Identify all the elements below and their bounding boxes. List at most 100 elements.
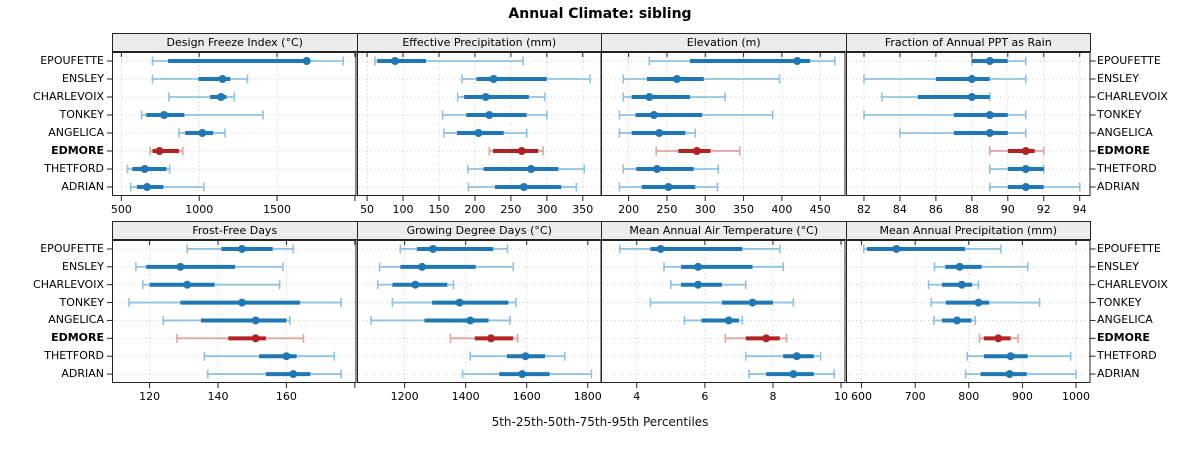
station-label-right-edmore: EDMORE	[1097, 144, 1150, 157]
station-label-right-tonkey: TONKEY	[1097, 295, 1142, 309]
median-dot-adrian-mean-annual-precipitation-mm	[1005, 370, 1014, 379]
median-dot-adrian-frost-free-days	[289, 370, 298, 379]
tick-label-growing-degree-days-c: 1200	[390, 390, 418, 403]
tick-label-mean-annual-precipitation-mm: 900	[1011, 390, 1032, 403]
tick-label-effective-precipitation-mm: 250	[500, 203, 521, 216]
median-dot-tonkey-effective-precipitation-mm	[484, 111, 493, 119]
chart-title: Annual Climate: sibling	[508, 6, 692, 22]
station-label-left-adrian: ADRIAN	[61, 180, 104, 193]
median-dot-edmore-effective-precipitation-mm	[517, 147, 526, 155]
median-dot-edmore-frost-free-days	[251, 334, 260, 343]
station-label-right-adrian: ADRIAN	[1097, 180, 1140, 193]
panel-mean-annual-air-temperature-c: 4 6 8 10	[601, 240, 848, 403]
panel-design-freeze-index-c: 500 1000 1500	[107, 52, 357, 216]
tick-label-fraction-of-annual-ppt-as-rain: 92	[1036, 203, 1050, 216]
tick-label-growing-degree-days-c: 1600	[512, 390, 540, 403]
tick-label-fraction-of-annual-ppt-as-rain: 94	[1072, 203, 1086, 216]
median-dot-ensley-mean-annual-precipitation-mm	[955, 262, 964, 271]
median-dot-ensley-elevation-m	[672, 75, 681, 83]
station-label-right-epoufette: EPOUFETTE	[1097, 241, 1161, 255]
station-label-left-angelica: ANGELICA	[48, 313, 104, 327]
median-dot-thetford-fraction-of-annual-ppt-as-rain	[1021, 165, 1030, 173]
station-label-left-adrian: ADRIAN	[61, 367, 104, 381]
station-label-right-edmore: EDMORE	[1097, 331, 1150, 345]
tick-label-frost-free-days: 140	[208, 390, 229, 403]
tick-label-elevation-m: 250	[656, 203, 677, 216]
median-dot-tonkey-frost-free-days	[237, 298, 246, 307]
median-dot-ensley-frost-free-days	[176, 262, 185, 271]
median-dot-adrian-fraction-of-annual-ppt-as-rain	[1021, 183, 1030, 191]
tick-label-effective-precipitation-mm: 350	[572, 203, 593, 216]
tick-label-design-freeze-index-c: 1500	[263, 203, 291, 216]
median-dot-angelica-frost-free-days	[251, 316, 260, 325]
panel-fraction-of-annual-ppt-as-rain: 82 84 86 88 90 92 94	[845, 52, 1095, 216]
median-dot-thetford-growing-degree-days-c	[520, 352, 529, 361]
station-label-left-charlevoix: CHARLEVOIX	[33, 90, 104, 103]
tick-label-elevation-m: 200	[618, 203, 639, 216]
median-dot-angelica-elevation-m	[655, 129, 664, 137]
station-label-left-tonkey: TONKEY	[59, 108, 105, 121]
station-label-right-ensley: ENSLEY	[1097, 259, 1139, 273]
median-dot-thetford-mean-annual-precipitation-mm	[1006, 352, 1015, 361]
median-dot-edmore-fraction-of-annual-ppt-as-rain	[1021, 147, 1030, 155]
station-label-right-adrian: ADRIAN	[1097, 367, 1140, 381]
tick-label-mean-annual-precipitation-mm: 600	[851, 390, 872, 403]
tick-label-elevation-m: 350	[733, 203, 754, 216]
station-label-right-ensley: ENSLEY	[1097, 72, 1139, 85]
median-dot-angelica-mean-annual-precipitation-mm	[952, 316, 961, 325]
median-dot-thetford-design-freeze-index-c	[140, 165, 149, 173]
station-label-right-tonkey: TONKEY	[1097, 108, 1142, 121]
median-dot-edmore-mean-annual-precipitation-mm	[993, 334, 1002, 343]
median-dot-charlevoix-effective-precipitation-mm	[481, 93, 490, 101]
station-label-right-angelica: ANGELICA	[1097, 126, 1153, 139]
station-label-left-tonkey: TONKEY	[59, 295, 105, 309]
station-label-right-epoufette: EPOUFETTE	[1097, 54, 1161, 67]
median-dot-ensley-design-freeze-index-c	[218, 75, 227, 83]
tick-label-growing-degree-days-c: 1400	[451, 390, 479, 403]
median-dot-thetford-elevation-m	[652, 165, 661, 173]
median-dot-thetford-effective-precipitation-mm	[526, 165, 535, 173]
median-dot-ensley-fraction-of-annual-ppt-as-rain	[967, 75, 976, 83]
panel-effective-precipitation-mm: 50 100 150 200 250 300 350	[356, 52, 601, 216]
station-label-right-thetford: THETFORD	[1097, 162, 1157, 175]
median-dot-charlevoix-growing-degree-days-c	[410, 280, 419, 289]
median-dot-angelica-mean-annual-air-temperature-c	[724, 316, 733, 325]
tick-label-elevation-m: 300	[695, 203, 716, 216]
median-dot-adrian-elevation-m	[664, 183, 673, 191]
median-dot-charlevoix-mean-annual-precipitation-mm	[957, 280, 966, 289]
median-dot-ensley-mean-annual-air-temperature-c	[694, 262, 703, 271]
tick-label-growing-degree-days-c: 1800	[573, 390, 601, 403]
strip-fraction-of-annual-ppt-as-rain: Fraction of Annual PPT as Rain	[845, 33, 1091, 52]
median-dot-ensley-effective-precipitation-mm	[489, 75, 498, 83]
median-dot-angelica-growing-degree-days-c	[465, 316, 474, 325]
median-dot-epoufette-design-freeze-index-c	[302, 57, 311, 65]
tick-label-mean-annual-precipitation-mm: 800	[958, 390, 979, 403]
tick-label-mean-annual-air-temperature-c: 10	[834, 390, 848, 403]
tick-label-fraction-of-annual-ppt-as-rain: 90	[1000, 203, 1014, 216]
tick-label-effective-precipitation-mm: 200	[464, 203, 485, 216]
median-dot-epoufette-mean-annual-air-temperature-c	[656, 244, 665, 253]
tick-label-elevation-m: 450	[810, 203, 831, 216]
median-dot-tonkey-mean-annual-precipitation-mm	[973, 298, 982, 307]
tick-label-fraction-of-annual-ppt-as-rain: 82	[856, 203, 870, 216]
panel-growing-degree-days-c: 1200 1400 1600 1800	[356, 240, 601, 403]
panel-frost-free-days: 120 140 160	[107, 240, 357, 403]
median-dot-angelica-effective-precipitation-mm	[474, 129, 483, 137]
median-dot-ensley-growing-degree-days-c	[417, 262, 426, 271]
station-label-left-edmore: EDMORE	[51, 331, 104, 345]
median-dot-adrian-design-freeze-index-c	[143, 183, 152, 191]
median-dot-angelica-design-freeze-index-c	[198, 129, 207, 137]
median-dot-epoufette-fraction-of-annual-ppt-as-rain	[985, 57, 994, 65]
median-dot-edmore-mean-annual-air-temperature-c	[762, 334, 771, 343]
median-dot-adrian-growing-degree-days-c	[517, 370, 526, 379]
strip-frost-free-days: Frost-Free Days	[112, 221, 358, 240]
station-label-left-epoufette: EPOUFETTE	[40, 54, 104, 67]
tick-label-fraction-of-annual-ppt-as-rain: 86	[928, 203, 942, 216]
tick-label-frost-free-days: 120	[139, 390, 160, 403]
tick-label-fraction-of-annual-ppt-as-rain: 88	[964, 203, 978, 216]
station-label-right-charlevoix: CHARLEVOIX	[1097, 90, 1168, 103]
median-dot-thetford-mean-annual-air-temperature-c	[792, 352, 801, 361]
tick-label-effective-precipitation-mm: 100	[392, 203, 413, 216]
strip-growing-degree-days-c: Growing Degree Days (°C)	[356, 221, 602, 240]
